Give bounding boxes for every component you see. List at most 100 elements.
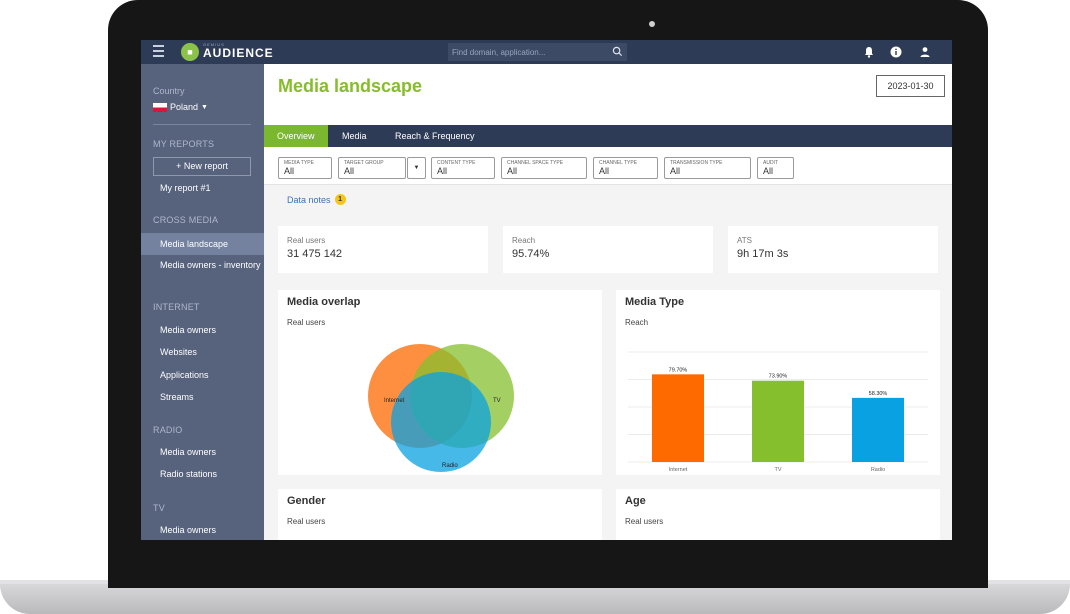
card-subtitle: Real users <box>625 517 664 526</box>
venn-circle-radio <box>391 372 491 472</box>
filter-value: All <box>437 166 448 176</box>
country-label: Country <box>153 86 185 96</box>
date-picker-button[interactable]: 2023-01-30 <box>876 75 945 97</box>
page-header: Media landscape 2023-01-30 <box>264 64 952 125</box>
info-icon[interactable] <box>889 45 903 59</box>
country-selector[interactable]: Poland ▼ <box>153 102 208 112</box>
sidebar-item-radio-media-owners[interactable]: Media owners <box>160 447 217 457</box>
card-title: Media Type <box>625 296 685 308</box>
kpi-value: 95.74% <box>512 248 550 260</box>
card-title: Media overlap <box>287 296 361 308</box>
caret-down-icon: ▼ <box>201 103 208 111</box>
logo-subtitle: GEMIUS <box>203 42 225 47</box>
sidebar-item-applications[interactable]: Applications <box>160 370 209 380</box>
data-notes-count-badge: 1 <box>334 194 346 205</box>
sidebar-item-media-owners-inventory[interactable]: Media owners - inventory <box>160 260 261 270</box>
laptop-base <box>0 584 1070 614</box>
media-type-bar-chart: 79.70% Internet 73.90% TV 58.30% Radio <box>628 351 928 473</box>
hamburger-menu-icon[interactable] <box>153 45 164 57</box>
bar-value-label: 79.70% <box>669 367 688 373</box>
filter-label: TRANSMISSION TYPE <box>670 160 723 166</box>
filter-label: CHANNEL TYPE <box>599 160 638 166</box>
filter-value: All <box>344 166 355 176</box>
search-box <box>448 43 627 61</box>
kpi-label: ATS <box>737 236 752 245</box>
x-tick-label: TV <box>774 467 781 473</box>
x-tick-label: Radio <box>871 467 885 473</box>
top-navbar: ■ GEMIUS AUDIENCE <box>141 40 952 64</box>
kpi-label: Real users <box>287 236 326 245</box>
section-cross-media: CROSS MEDIA <box>153 215 219 225</box>
section-radio: RADIO <box>153 425 183 435</box>
card-title: Gender <box>287 495 326 507</box>
filter-value: All <box>763 166 774 176</box>
card-title: Age <box>625 495 646 507</box>
search-icon[interactable] <box>612 46 623 57</box>
bar-radio[interactable] <box>852 397 904 462</box>
bar-internet[interactable] <box>652 374 704 462</box>
target-group-dropdown-icon[interactable]: ▼ <box>407 157 426 179</box>
section-my-reports: MY REPORTS <box>153 139 215 149</box>
kpi-reach: Reach 95.74% <box>503 226 713 273</box>
filter-label: CHANNEL SPACE TYPE <box>507 160 564 166</box>
tab-bar: Overview Media Reach & Frequency <box>264 125 952 147</box>
country-value: Poland <box>170 102 199 112</box>
sidebar: Country Poland ▼ MY REPORTS + New report… <box>141 64 264 540</box>
card-subtitle: Real users <box>287 517 326 526</box>
kpi-ats: ATS 9h 17m 3s <box>728 226 938 273</box>
filter-label: TARGET GROUP <box>344 160 384 166</box>
logo-icon: ■ <box>181 43 199 61</box>
poland-flag-icon <box>153 102 167 112</box>
kpi-label: Reach <box>512 236 536 245</box>
x-tick-label: Internet <box>669 467 688 473</box>
filter-value: All <box>670 166 681 176</box>
bar-value-label: 73.90% <box>769 374 788 380</box>
sidebar-item-streams[interactable]: Streams <box>160 392 194 402</box>
tab-media[interactable]: Media <box>342 131 367 141</box>
gender-card: Gender Real users <box>278 489 602 540</box>
filter-label: MEDIA TYPE <box>284 160 314 166</box>
sidebar-item-websites[interactable]: Websites <box>160 347 197 357</box>
new-report-button[interactable]: + New report <box>153 157 251 176</box>
card-subtitle: Real users <box>287 318 326 327</box>
sidebar-item-my-report[interactable]: My report #1 <box>160 183 211 193</box>
media-type-card: Media Type Reach 79.70% Internet 73.90% TV 5… <box>616 290 940 475</box>
search-input[interactable] <box>452 43 602 61</box>
filter-channel-type[interactable]: CHANNEL TYPE All <box>593 157 658 179</box>
sidebar-item-internet-media-owners[interactable]: Media owners <box>160 325 217 335</box>
filter-target-group[interactable]: TARGET GROUP All <box>338 157 406 179</box>
app-screen: ■ GEMIUS AUDIENCE Country Poland ▼ MY RE… <box>141 40 952 540</box>
filter-audit[interactable]: AUDIT All <box>757 157 794 179</box>
bar-tv[interactable] <box>752 380 804 462</box>
sidebar-divider <box>153 124 251 125</box>
sidebar-item-radio-stations[interactable]: Radio stations <box>160 469 218 479</box>
filter-bar: MEDIA TYPE All TARGET GROUP All ▼ CONTEN… <box>264 147 952 185</box>
venn-diagram: Internet TV Radio <box>368 344 514 472</box>
bell-icon[interactable] <box>862 45 876 59</box>
venn-label-radio: Radio <box>442 463 458 469</box>
filter-channel-space-type[interactable]: CHANNEL SPACE TYPE All <box>501 157 587 179</box>
kpi-value: 31 475 142 <box>287 248 343 260</box>
filter-transmission-type[interactable]: TRANSMISSION TYPE All <box>664 157 751 179</box>
filter-value: All <box>507 166 518 176</box>
data-notes-link[interactable]: Data notes 1 <box>287 194 346 205</box>
main-content: Media landscape 2023-01-30 Overview Medi… <box>264 64 952 540</box>
user-icon[interactable] <box>918 45 932 59</box>
page-title: Media landscape <box>278 76 423 96</box>
venn-label-internet: Internet <box>384 398 405 404</box>
sidebar-item-tv-media-owners[interactable]: Media owners <box>160 525 217 535</box>
bar-value-label: 58.30% <box>869 391 888 397</box>
sidebar-item-media-landscape[interactable]: Media landscape <box>141 233 264 255</box>
logo-text: AUDIENCE <box>203 46 274 60</box>
kpi-value: 9h 17m 3s <box>737 248 789 260</box>
age-card: Age Real users <box>616 489 940 540</box>
section-internet: INTERNET <box>153 302 200 312</box>
tab-reach-frequency[interactable]: Reach & Frequency <box>395 131 475 141</box>
tab-overview[interactable]: Overview <box>264 125 328 147</box>
filter-content-type[interactable]: CONTENT TYPE All <box>431 157 495 179</box>
filter-media-type[interactable]: MEDIA TYPE All <box>278 157 332 179</box>
data-notes-label: Data notes <box>287 194 331 205</box>
filter-label: CONTENT TYPE <box>437 160 476 166</box>
filter-value: All <box>599 166 610 176</box>
section-tv: TV <box>153 503 165 513</box>
